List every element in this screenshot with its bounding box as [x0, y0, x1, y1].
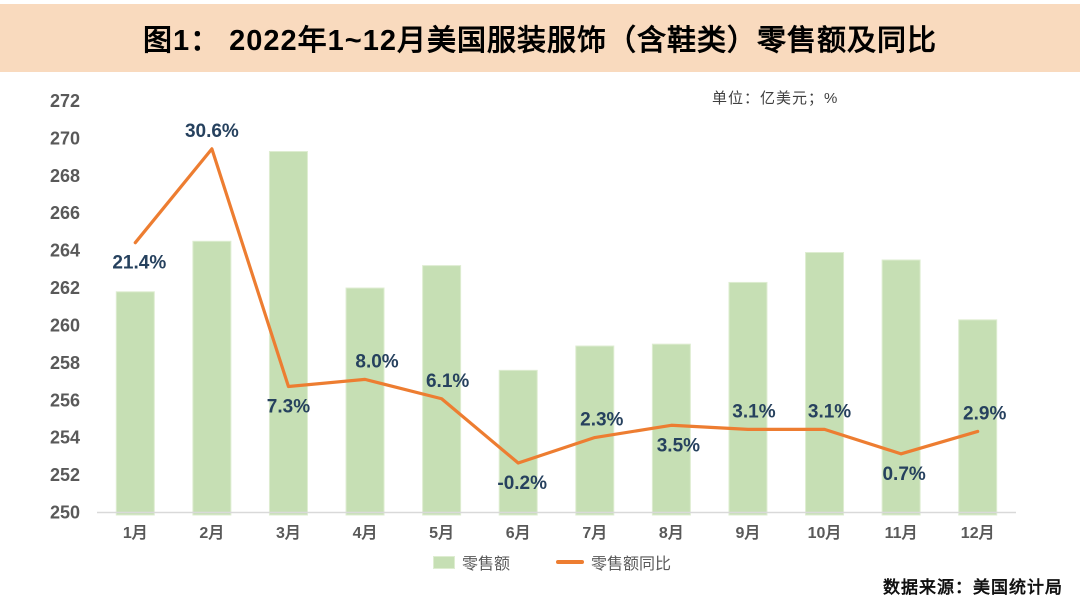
y-axis-tick-264: 264: [50, 241, 80, 261]
y-axis-tick-260: 260: [50, 315, 80, 335]
bar-6月: [498, 369, 538, 516]
x-axis-label-7月: 7月: [582, 524, 607, 542]
bar-1月: [115, 291, 155, 516]
bar-5月: [422, 265, 462, 516]
yoy-line: [133, 147, 980, 465]
y-axis-tick-254: 254: [50, 428, 80, 448]
bar-9月: [728, 281, 768, 516]
y-axis-tick-256: 256: [50, 390, 80, 410]
x-axis-label-12月: 12月: [961, 524, 995, 542]
yoy-label-3月: 7.3%: [267, 397, 310, 418]
legend-label-retail-sales: 零售额: [461, 556, 510, 573]
x-axis-label-4月: 4月: [353, 524, 378, 542]
yoy-label-8月: 3.5%: [657, 435, 700, 456]
bar-11月: [881, 259, 921, 516]
yoy-label-4月: 8.0%: [355, 351, 398, 372]
chart-legend: 零售额 零售额同比: [12, 550, 1080, 574]
yoy-label-11月: 0.7%: [882, 464, 925, 485]
y-axis-tick-252: 252: [50, 465, 80, 485]
y-axis-tick-266: 266: [50, 203, 80, 223]
x-axis-label-8月: 8月: [659, 524, 684, 542]
figure-title: 图1： 2022年1~12月美国服装服饰（含鞋类）零售额及同比: [142, 25, 938, 57]
bar-2月: [192, 240, 232, 516]
bar-10月: [805, 252, 845, 516]
unit-label: 单位：亿美元；%: [712, 90, 839, 107]
bar-8月: [651, 343, 691, 516]
x-axis-label-6月: 6月: [506, 524, 531, 542]
legend-label-yoy: 零售额同比: [591, 556, 672, 573]
yoy-label-5月: 6.1%: [426, 371, 469, 392]
x-axis-label-3月: 3月: [276, 524, 301, 542]
y-axis-tick-272: 272: [50, 91, 80, 111]
x-axis-label-5月: 5月: [429, 524, 454, 542]
x-axis-label-9月: 9月: [736, 524, 761, 542]
legend-item-yoy: 零售额同比: [556, 550, 671, 574]
yoy-label-6月: -0.2%: [497, 473, 547, 494]
figure-title-band: 图1： 2022年1~12月美国服装服饰（含鞋类）零售额及同比: [0, 4, 1080, 72]
bar-7月: [575, 345, 615, 516]
bar-series-swatch-icon: [432, 555, 455, 569]
bar-12月: [958, 319, 998, 516]
x-axis-label-2月: 2月: [199, 524, 224, 542]
yoy-label-7月: 2.3%: [580, 410, 623, 431]
bar-4月: [345, 287, 385, 516]
y-axis-tick-258: 258: [50, 353, 80, 373]
x-axis-label-1月: 1月: [123, 524, 148, 542]
x-axis-label-11月: 11月: [885, 524, 918, 542]
yoy-label-2月: 30.6%: [185, 121, 239, 142]
yoy-label-12月: 2.9%: [963, 403, 1006, 424]
bar-3月: [268, 151, 308, 516]
yoy-label-1月: 21.4%: [112, 253, 166, 274]
y-axis-tick-268: 268: [50, 166, 80, 186]
y-axis-tick-262: 262: [50, 278, 80, 298]
y-axis-tick-270: 270: [50, 128, 80, 148]
yoy-label-10月: 3.1%: [808, 401, 851, 422]
legend-item-retail-sales: 零售额: [432, 550, 510, 574]
yoy-label-9月: 3.1%: [732, 401, 775, 422]
line-series-swatch-icon: [556, 560, 584, 564]
data-source: 数据来源：美国统计局: [883, 578, 1063, 597]
x-axis-label-10月: 10月: [808, 524, 842, 542]
y-axis-tick-250: 250: [50, 503, 80, 523]
